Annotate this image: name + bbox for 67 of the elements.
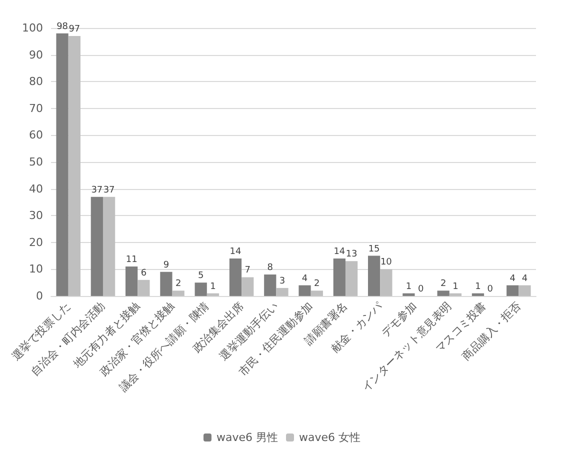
bar: [138, 280, 150, 296]
data-label: 2: [440, 279, 446, 290]
data-label: 1: [210, 282, 216, 292]
bar: [90, 196, 103, 296]
data-label: 4: [510, 274, 516, 284]
data-label: 98: [56, 22, 68, 32]
data-label: 10: [380, 258, 392, 268]
bar: [380, 269, 392, 296]
bar: [437, 290, 450, 296]
data-label: 2: [314, 279, 320, 290]
data-label: 1: [406, 282, 412, 292]
legend-label: wave6 男性: [216, 431, 278, 444]
data-label: 1: [475, 282, 481, 292]
data-label: 37: [91, 185, 103, 196]
bar: [276, 288, 288, 296]
y-tick-label: 0: [36, 290, 44, 302]
bar: [506, 285, 519, 296]
data-label: 7: [244, 266, 250, 276]
legend-label: wave6 女性: [299, 431, 361, 444]
data-label: 9: [163, 260, 170, 270]
y-tick-label: 70: [29, 102, 44, 115]
bar: [229, 258, 242, 296]
bar: [68, 36, 80, 296]
bar: [310, 290, 323, 296]
y-tick-label: 50: [29, 156, 44, 168]
y-tick-label: 30: [29, 209, 44, 222]
bar: [102, 196, 116, 296]
data-label: 97: [68, 24, 80, 35]
y-tick-label: 10: [29, 262, 44, 276]
data-label: 0: [418, 284, 424, 294]
bar: [172, 290, 184, 296]
y-tick-label: 100: [22, 22, 44, 34]
bar: [449, 293, 462, 296]
bar: [242, 277, 254, 296]
data-label: 14: [230, 246, 242, 257]
y-tick-label: 60: [29, 128, 44, 142]
data-label: 13: [346, 250, 358, 260]
bar: [206, 293, 220, 296]
y-tick-label: 90: [29, 48, 44, 62]
bar: [194, 282, 207, 296]
data-label: 5: [198, 271, 204, 282]
data-label: 1: [452, 282, 458, 292]
bar: [298, 285, 311, 296]
data-label: 3: [279, 276, 286, 286]
y-tick-label: 40: [29, 182, 44, 196]
data-label: 11: [126, 255, 138, 266]
bar: [345, 261, 358, 296]
data-label: 6: [140, 268, 147, 278]
y-tick-label: 20: [29, 236, 44, 249]
data-label: 0: [487, 284, 494, 294]
bar: [333, 258, 346, 296]
bar: [56, 33, 68, 296]
data-label: 37: [103, 185, 115, 196]
data-label: 4: [302, 274, 308, 284]
data-label: 4: [522, 274, 528, 284]
data-label: 15: [368, 244, 380, 254]
bar: [518, 285, 531, 296]
data-label: 2: [175, 279, 182, 290]
bar: [368, 256, 380, 296]
data-label: 8: [267, 263, 274, 274]
bar: [264, 274, 276, 296]
data-label: 14: [334, 246, 346, 257]
y-tick-label: 80: [29, 75, 44, 88]
bar: [402, 293, 415, 296]
bar: [160, 272, 172, 296]
bar: [472, 293, 484, 296]
bar: [126, 266, 138, 296]
